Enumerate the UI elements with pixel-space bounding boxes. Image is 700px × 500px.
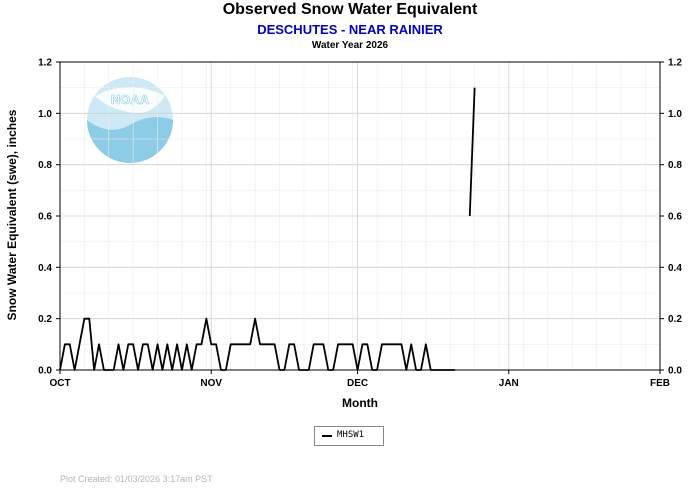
noaa-logo: NOAA: [87, 77, 173, 163]
y-axis-title: Snow Water Equivalent (swe), inches: [5, 109, 19, 321]
chart-subtitle: DESCHUTES - NEAR RAINIER: [257, 22, 443, 37]
y-tick-label-left: 0.0: [38, 366, 52, 377]
chart-title: Observed Snow Water Equivalent: [222, 1, 478, 18]
axes: 0.0 0.0 0.2 0.2 0.4 0.4 0.6 0.6 0.8 0.8 1.0 1.0 1.2 1…: [38, 58, 682, 390]
x-tick-label: FEB: [650, 378, 670, 389]
y-tick-label-right: 0.0: [668, 366, 682, 377]
y-tick-label-left: 0.2: [38, 314, 52, 325]
plot-created-footer: Plot Created: 01/03/2026 3:17am PST: [60, 474, 213, 484]
legend: MHSW1: [314, 426, 384, 446]
y-tick-label-right: 1.2: [668, 58, 682, 69]
y-tick-label-right: 0.8: [668, 160, 682, 171]
x-tick-label: OCT: [49, 378, 70, 389]
y-tick-label-right: 0.2: [668, 314, 682, 325]
grid: [59, 61, 661, 371]
y-tick-label-right: 1.0: [668, 109, 682, 120]
series-lines: [59, 87, 476, 371]
x-axis-title: Month: [342, 396, 378, 410]
series-line-mhsw1: [59, 317, 456, 371]
legend-label: MHSW1: [337, 430, 365, 440]
x-tick-label: DEC: [347, 378, 368, 389]
y-tick-label-right: 0.4: [668, 263, 682, 274]
series-line-mhsw1: [468, 87, 476, 217]
noaa-logo-text: NOAA: [111, 92, 150, 107]
x-tick-label: NOV: [200, 378, 222, 389]
y-tick-label-left: 1.2: [38, 58, 52, 69]
y-tick-label-right: 0.6: [668, 212, 682, 223]
noaa-logo-bird: [95, 87, 165, 114]
y-tick-label-left: 0.8: [38, 160, 52, 171]
x-tick-label: JAN: [499, 378, 519, 389]
y-tick-label-left: 1.0: [38, 109, 52, 120]
y-tick-label-left: 0.6: [38, 212, 52, 223]
y-tick-label-left: 0.4: [38, 263, 52, 274]
legend-swatch: [322, 435, 332, 437]
water-year-label: Water Year 2026: [311, 40, 389, 51]
